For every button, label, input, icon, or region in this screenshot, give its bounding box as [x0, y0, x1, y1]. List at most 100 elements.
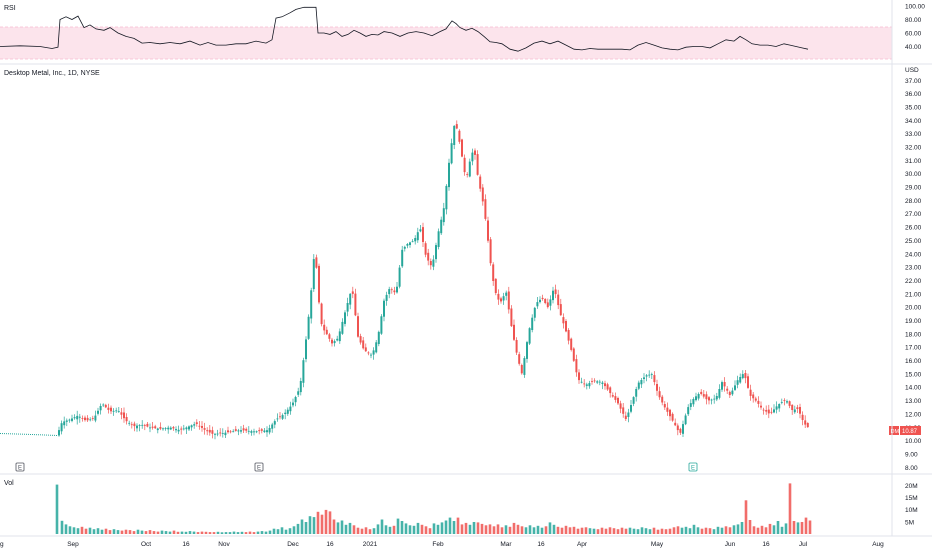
candle-body [762, 409, 765, 411]
rsi-label: RSI [4, 5, 16, 12]
candle-body [591, 381, 593, 382]
volume-bar [492, 526, 496, 534]
candle-body [240, 430, 242, 432]
candle-body [580, 381, 583, 383]
candle-body [383, 300, 385, 317]
currency-label: USD [905, 67, 919, 74]
volume-bar [660, 528, 664, 534]
candle-body [117, 411, 120, 412]
candle-body [747, 376, 749, 388]
earnings-event-marker[interactable]: E [15, 462, 25, 472]
candle-body [182, 428, 185, 430]
candle-body [637, 382, 640, 389]
candle-body [84, 417, 86, 421]
volume-bar [264, 531, 268, 534]
candle-body [481, 187, 484, 202]
candle-body [741, 374, 744, 379]
candle-body [489, 239, 492, 264]
candle-body [796, 407, 799, 409]
candle-body [788, 401, 791, 406]
candle-body [271, 424, 274, 429]
time-tick-label: Aug [872, 541, 884, 548]
volume-bar [352, 525, 356, 534]
candle-body [338, 331, 341, 342]
volume-bar [704, 527, 708, 534]
candle-body [554, 289, 557, 295]
candle-body [206, 430, 209, 432]
time-tick-label: Nov [218, 541, 230, 548]
candle-body [546, 302, 549, 308]
candle-body [687, 407, 690, 415]
volume-bar [720, 527, 724, 534]
candle-body [783, 400, 786, 401]
candle-body [661, 396, 664, 403]
volume-bar [580, 527, 584, 534]
volume-tick-label: 5M [905, 519, 914, 526]
candle-body [435, 245, 437, 260]
candle-body [476, 154, 479, 175]
candle-body [216, 433, 219, 435]
candle-body [544, 299, 547, 303]
candle-body [372, 350, 375, 355]
candle-body [445, 185, 448, 210]
candle-body [159, 427, 162, 429]
volume-bar [596, 529, 600, 534]
volume-bar [176, 531, 180, 534]
candle-body [141, 424, 144, 426]
candle-body [528, 328, 531, 344]
candle-body [175, 429, 177, 431]
earnings-event-marker[interactable]: E [254, 462, 264, 472]
price-tick-label: 10.00 [905, 438, 922, 445]
price-pane: Desktop Metal, Inc., 1D, NYSE USD 37.003… [0, 67, 922, 472]
badge-value: 10.87 [902, 429, 918, 435]
volume-bar [676, 526, 680, 534]
price-tick-label: 34.00 [905, 118, 922, 125]
price-tick-label: 33.00 [905, 131, 922, 138]
candle-body [653, 375, 656, 383]
candle-body [702, 394, 705, 397]
volume-bar [736, 524, 740, 534]
volume-bar [108, 530, 112, 534]
candle-body [125, 417, 128, 422]
volume-bar [544, 526, 548, 534]
volume-bar [360, 528, 364, 534]
candle-body [663, 404, 666, 408]
volume-bar [668, 528, 672, 534]
candle-body [775, 406, 778, 410]
candle-body [403, 246, 406, 249]
candle-body [656, 384, 658, 391]
volume-bar [292, 526, 296, 534]
candle-body [245, 428, 248, 431]
volume-bar [688, 528, 692, 534]
candle-body [328, 334, 331, 339]
volume-bar [240, 531, 244, 534]
candle-body [767, 409, 770, 414]
candle-body [97, 410, 99, 414]
volume-bar [480, 523, 484, 534]
candle-body [297, 391, 300, 395]
candle-body [570, 338, 573, 350]
candle-body [172, 427, 175, 429]
candle-body [390, 289, 393, 291]
volume-bar [88, 527, 92, 534]
volume-bar [592, 528, 596, 534]
candle-body [666, 407, 669, 412]
candle-body [359, 336, 362, 343]
candle-body [219, 432, 222, 434]
candle-body [617, 398, 619, 404]
candle-body [169, 427, 172, 430]
candle-body [318, 265, 320, 303]
volume-bar [648, 529, 652, 534]
price-tick-label: 22.00 [905, 278, 922, 285]
candle-body [593, 380, 596, 382]
candle-body [801, 414, 804, 420]
volume-bar [156, 531, 160, 534]
earnings-event-marker[interactable]: E [688, 462, 698, 472]
candle-body [692, 399, 695, 405]
candle-body [375, 342, 378, 353]
current-price-badge[interactable]: DM 10.87 [889, 426, 921, 435]
candle-body [94, 415, 97, 421]
volume-bar [620, 527, 624, 534]
price-tick-label: 27.00 [905, 211, 922, 218]
time-tick-label: Apr [577, 541, 588, 548]
